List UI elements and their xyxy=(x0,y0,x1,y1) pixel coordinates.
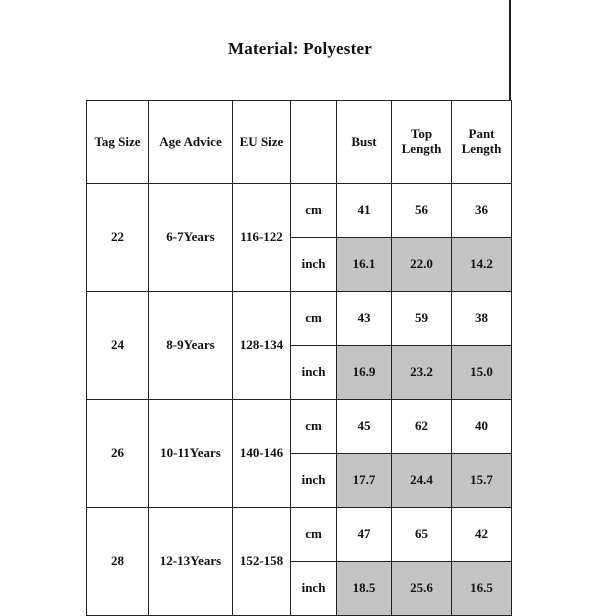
cell-unit-inch: inch xyxy=(290,345,337,400)
cell-top-length-inch: 22.0 xyxy=(391,237,452,292)
cell-bust-cm: 41 xyxy=(336,183,392,238)
cell-top-length-inch: 25.6 xyxy=(391,561,452,616)
cell-bust-inch: 16.9 xyxy=(336,345,392,400)
cell-unit-cm: cm xyxy=(290,183,337,238)
cell-pant-length-inch: 14.2 xyxy=(451,237,512,292)
cell-pant-length-cm: 42 xyxy=(451,507,512,562)
table-row: inch 16.1 22.0 14.2 xyxy=(87,237,512,292)
cell-age-advice: 12-13Years xyxy=(148,507,233,616)
cell-unit-cm: cm xyxy=(290,291,337,346)
cell-age-advice: 6-7Years xyxy=(148,183,233,292)
cell-pant-length-inch: 15.0 xyxy=(451,345,512,400)
cell-pant-length-cm: 36 xyxy=(451,183,512,238)
header-unit-empty xyxy=(290,100,337,184)
cell-bust-inch: 16.1 xyxy=(336,237,392,292)
cell-eu-size: 140-146 xyxy=(232,399,291,508)
size-chart-container: Tag Size Age Advice EU Size Bust Top Len… xyxy=(86,100,512,616)
cell-unit-inch: inch xyxy=(290,453,337,508)
table-row: 24 8-9Years 128-134 cm 43 59 38 xyxy=(86,291,512,400)
cell-pant-length-inch: 15.7 xyxy=(451,453,512,508)
cell-pant-length-cm: 38 xyxy=(451,291,512,346)
table-row: 22 6-7Years 116-122 cm 41 56 36 xyxy=(86,183,512,292)
header-tag-size: Tag Size xyxy=(86,100,149,184)
cell-age-advice: 8-9Years xyxy=(148,291,233,400)
header-top-length: Top Length xyxy=(391,100,452,184)
header-top-length-line2: Length xyxy=(401,141,442,156)
cell-tag-size: 28 xyxy=(86,507,149,616)
cell-pant-length-inch: 16.5 xyxy=(451,561,512,616)
cell-unit-cm: cm xyxy=(290,399,337,454)
cell-eu-size: 128-134 xyxy=(232,291,291,400)
cell-eu-size: 116-122 xyxy=(232,183,291,292)
cell-tag-size: 24 xyxy=(86,291,149,400)
cell-pant-length-cm: 40 xyxy=(451,399,512,454)
cell-bust-inch: 17.7 xyxy=(336,453,392,508)
cell-unit-inch: inch xyxy=(290,561,337,616)
table-row: 26 10-11Years 140-146 cm 45 62 40 xyxy=(86,399,512,508)
header-pant-length-line2: Length xyxy=(461,141,502,156)
top-vertical-rule xyxy=(509,0,511,101)
cell-top-length-inch: 23.2 xyxy=(391,345,452,400)
page-title: Material: Polyester xyxy=(228,39,372,58)
cell-unit-cm: cm xyxy=(290,507,337,562)
cell-top-length-inch: 24.4 xyxy=(391,453,452,508)
header-pant-length-line1: Pant xyxy=(468,126,495,142)
cell-top-length-cm: 59 xyxy=(391,291,452,346)
cell-tag-size: 22 xyxy=(86,183,149,292)
cell-bust-cm: 45 xyxy=(336,399,392,454)
table-row: inch 16.9 23.2 15.0 xyxy=(87,345,512,400)
cell-tag-size: 26 xyxy=(86,399,149,508)
cell-top-length-cm: 62 xyxy=(391,399,452,454)
cell-eu-size: 152-158 xyxy=(232,507,291,616)
header-pant-length: Pant Length xyxy=(451,100,512,184)
header-age-advice: Age Advice xyxy=(148,100,233,184)
table-row: 28 12-13Years 152-158 cm 47 65 42 xyxy=(86,507,512,616)
header-bust: Bust xyxy=(336,100,392,184)
cell-bust-inch: 18.5 xyxy=(336,561,392,616)
table-header-row: Tag Size Age Advice EU Size Bust Top Len… xyxy=(86,100,512,184)
cell-top-length-cm: 65 xyxy=(391,507,452,562)
size-chart-table: Tag Size Age Advice EU Size Bust Top Len… xyxy=(86,100,512,616)
cell-unit-inch: inch xyxy=(290,237,337,292)
header-top-length-line1: Top xyxy=(410,126,433,142)
header-eu-size: EU Size xyxy=(232,100,291,184)
cell-bust-cm: 43 xyxy=(336,291,392,346)
cell-top-length-cm: 56 xyxy=(391,183,452,238)
cell-age-advice: 10-11Years xyxy=(148,399,233,508)
cell-bust-cm: 47 xyxy=(336,507,392,562)
